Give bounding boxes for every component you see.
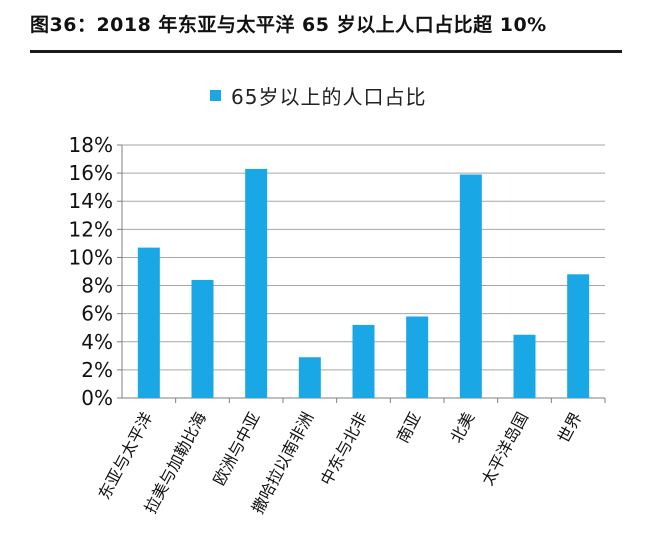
- legend-swatch: [210, 89, 221, 101]
- x-category-label: 中东与北非: [317, 409, 371, 489]
- y-tick-label: 14%: [69, 189, 113, 213]
- y-tick-label: 4%: [81, 330, 113, 354]
- bar: [459, 174, 482, 398]
- bar: [352, 324, 375, 398]
- y-tick-label: 6%: [81, 302, 113, 326]
- x-category-label: 太平洋岛国: [478, 409, 532, 489]
- y-tick-label: 10%: [69, 245, 113, 269]
- y-tick-label: 8%: [81, 274, 113, 298]
- x-category-label: 北美: [447, 409, 479, 446]
- x-category-label: 南亚: [393, 409, 425, 446]
- y-tick-label: 16%: [69, 161, 113, 185]
- bar: [137, 247, 160, 398]
- legend-label: 65岁以上的人口占比: [231, 84, 427, 109]
- bar: [406, 316, 429, 398]
- bar: [298, 357, 321, 398]
- bar: [245, 168, 268, 398]
- y-tick-label: 0%: [81, 386, 113, 410]
- title-divider: [30, 50, 622, 53]
- x-category-label: 世界: [554, 409, 586, 446]
- y-tick-label: 2%: [81, 358, 113, 382]
- bar: [567, 274, 590, 398]
- y-tick-label: 12%: [69, 217, 113, 241]
- bar: [513, 334, 536, 398]
- figure-title: 图36：2018 年东亚与太平洋 65 岁以上人口占比超 10%: [30, 14, 547, 36]
- bar: [191, 279, 214, 398]
- y-tick-label: 18%: [69, 133, 113, 157]
- chart-legend: 65岁以上的人口占比: [210, 82, 427, 109]
- x-category-label: 东亚与太平洋: [95, 409, 157, 503]
- x-category-label: 欧洲与中亚: [209, 409, 263, 489]
